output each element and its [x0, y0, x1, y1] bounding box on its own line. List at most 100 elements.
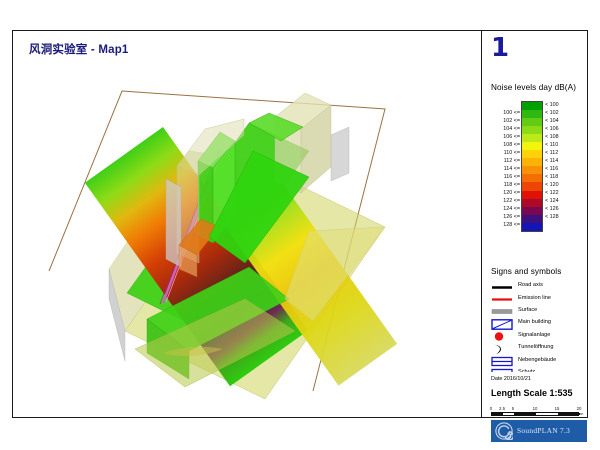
panel-divider — [481, 31, 482, 417]
ramp-upper-bound: < 126 — [545, 206, 559, 213]
schutz-icon — [491, 366, 513, 372]
ramp-swatch — [522, 110, 542, 119]
legend-symbol-row: Main building — [491, 316, 587, 330]
scale-bar: m 0 2.5 5 10 15 20 — [489, 406, 584, 418]
ramp-upper-bound: < 116 — [545, 165, 559, 172]
scale-label: Length Scale 1:535 — [491, 388, 573, 398]
legend-symbol-row: Emission line — [491, 291, 587, 303]
signs-legend-title: Signs and symbols — [491, 267, 562, 276]
legend-symbol-label: Road axis — [518, 282, 543, 289]
ramp-row: 126 <= < 128 — [503, 214, 559, 223]
ramp-upper-bound: < 122 — [545, 190, 559, 197]
page-title: 风洞实验室 - Map1 — [29, 44, 129, 56]
ramp-row: 122 <= < 124 — [503, 198, 559, 207]
ramp-swatch — [522, 150, 542, 159]
signs-legend-list: Road axis Emission line Surface Main buildi… — [491, 279, 587, 372]
ramp-row: 118 <= < 120 — [504, 182, 559, 191]
ramp-lower-bound: 118 <= — [503, 181, 520, 188]
ramp-row: 112 <= < 114 — [504, 158, 558, 167]
scale-tick: 15 — [554, 406, 560, 411]
legend-symbol-label: Surface — [518, 306, 538, 313]
ramp-lower-bound: 104 <= — [503, 125, 520, 132]
tunnel-icon — [491, 342, 513, 355]
ramp-row: < 100 — [522, 102, 559, 111]
map-sheet: 风洞实验室 - Map1 1 Noise levels day dB(A) < … — [12, 30, 589, 442]
ramp-swatch — [522, 126, 542, 135]
road-axis-icon — [491, 280, 513, 291]
ramp-lower-bound: 126 <= — [503, 214, 520, 221]
main-building-icon — [491, 317, 513, 330]
legend-symbol-row: Schutz — [491, 366, 587, 372]
ramp-upper-bound: < 108 — [545, 133, 559, 140]
ramp-lower-bound: 112 <= — [503, 157, 520, 164]
ramp-swatch — [522, 134, 542, 143]
signalanlage-icon — [491, 329, 513, 341]
ramp-swatch — [522, 118, 542, 127]
ramp-swatch — [522, 174, 542, 183]
surface-icon — [491, 304, 513, 315]
legend-symbol-label: Schutz — [518, 368, 536, 372]
ramp-upper-bound: < 118 — [545, 173, 559, 180]
ramp-lower-bound: 110 <= — [503, 149, 520, 156]
legend-symbol-row: Signalanlage — [491, 329, 587, 341]
ramp-upper-bound: < 120 — [545, 181, 559, 188]
ramp-row: 120 <= < 122 — [503, 190, 559, 199]
ramp-lower-bound: 116 <= — [503, 173, 520, 180]
nebengebaeude-icon — [491, 354, 513, 367]
legend-symbol-row: Tunnelöffnung — [491, 341, 587, 355]
noise-facade-right — [208, 150, 310, 264]
ramp-swatch — [522, 214, 542, 223]
ramp-swatch — [522, 182, 542, 191]
scale-tick: 0 — [489, 406, 493, 411]
legend-symbol-label: Emission line — [518, 294, 551, 301]
ramp-swatch — [522, 166, 542, 175]
legend-symbol-label: Signalanlage — [518, 331, 551, 338]
building-block-grey — [165, 178, 182, 268]
ramp-row: 110 <= < 112 — [504, 150, 558, 159]
soundplan-logo: SoundPLAN 7.3 — [491, 420, 587, 442]
scale-bar-body — [491, 412, 580, 416]
ramp-upper-bound: < 102 — [545, 109, 559, 116]
scale-unit: m — [580, 411, 584, 416]
ramp-swatch — [522, 158, 542, 167]
noise-legend-title: Noise levels day dB(A) — [491, 83, 577, 92]
noise-color-ramp: < 100 100 <= < 102 102 <= < 104 104 <= < 106 10… — [503, 101, 559, 232]
ramp-row: 106 <= < 108 — [503, 134, 559, 143]
building-block-green-right — [248, 112, 304, 142]
ramp-lower-bound: 100 <= — [503, 109, 520, 116]
legend-symbol-row: Road axis — [491, 279, 587, 291]
ramp-upper-bound: < 104 — [545, 117, 559, 124]
scale-tick: 10 — [532, 406, 538, 411]
ramp-row: 124 <= < 126 — [503, 206, 559, 215]
ramp-upper-bound: < 110 — [545, 141, 559, 148]
ramp-swatch — [522, 142, 542, 151]
ramp-swatch — [522, 198, 542, 207]
ramp-upper-bound: < 114 — [545, 157, 559, 164]
brand-text: SoundPLAN 7.3 — [517, 426, 571, 435]
legend-symbol-label: Main building — [518, 319, 551, 326]
date-label: Date 2016/10/21 — [491, 376, 531, 382]
ramp-lower-bound: 124 <= — [503, 206, 520, 213]
emission-line-icon — [491, 292, 513, 303]
legend-symbol-label: Tunnelöffnung — [518, 344, 554, 351]
legend-symbol-row: Nebengebäude — [491, 353, 587, 367]
terrain-edge-right — [284, 226, 386, 322]
legend-symbol-label: Nebengebäude — [518, 356, 557, 363]
map-viewport[interactable] — [13, 31, 481, 417]
noise-map-3d-render — [48, 90, 398, 400]
ramp-lower-bound: 102 <= — [503, 117, 520, 124]
ramp-swatch — [522, 206, 542, 215]
ramp-lower-bound: 108 <= — [503, 141, 520, 148]
receiver-grid-bottom — [134, 298, 296, 388]
legend-symbol-row: Surface — [491, 304, 587, 316]
ramp-swatch — [522, 102, 542, 111]
ramp-upper-bound: < 112 — [545, 149, 559, 156]
building-block-grey-right — [330, 126, 350, 182]
page-number: 1 — [491, 33, 510, 63]
ramp-swatch — [522, 190, 542, 199]
ramp-upper-bound: < 100 — [545, 101, 559, 108]
ramp-lower-bound: 114 <= — [503, 165, 520, 172]
ramp-row: 116 <= < 118 — [504, 174, 558, 183]
legend-panel: Noise levels day dB(A) < 100 100 <= < 102 1… — [481, 31, 589, 442]
ramp-row: 108 <= < 110 — [503, 142, 558, 151]
